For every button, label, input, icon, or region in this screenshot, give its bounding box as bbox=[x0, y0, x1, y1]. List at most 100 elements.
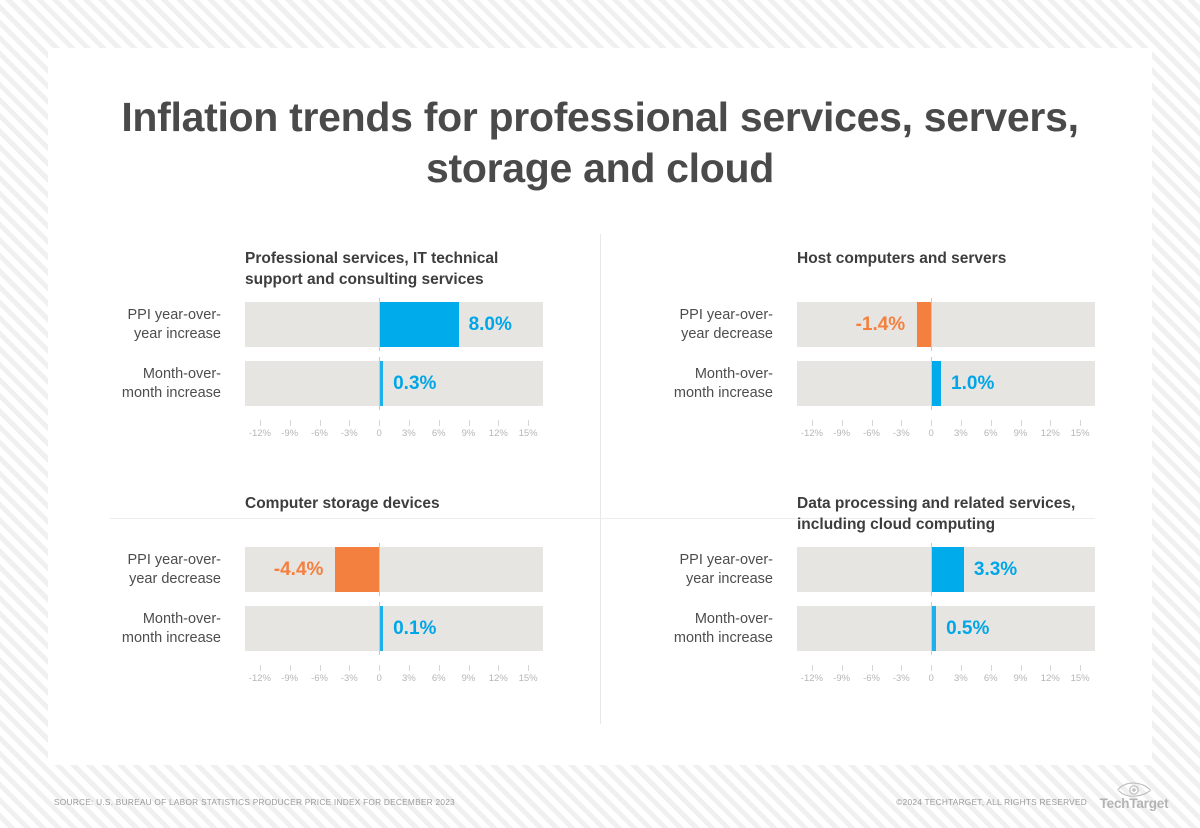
chart-row: Month-over-month increase 1.0% bbox=[600, 357, 1152, 410]
value-label: -4.4% bbox=[273, 558, 324, 580]
axis-tick-label: -9% bbox=[281, 673, 299, 684]
axis-tick bbox=[408, 665, 410, 671]
axis-tick-label: -9% bbox=[833, 428, 851, 439]
horizontal-divider bbox=[110, 518, 1095, 519]
x-axis: -12% -9% -6% -3% 0 3% 6% 9% 12% 15% bbox=[797, 420, 1095, 446]
chart-row: Month-over-month increase 0.1% bbox=[48, 602, 600, 655]
axis-tick-label: -3% bbox=[892, 673, 910, 684]
axis-tick-label: -9% bbox=[281, 428, 299, 439]
bar-track: -1.4% bbox=[797, 298, 1095, 351]
axis-tick-label: 12% bbox=[1040, 673, 1060, 684]
vertical-divider bbox=[600, 234, 601, 724]
axis-tick-label: 3% bbox=[402, 673, 416, 684]
value-bar bbox=[931, 547, 964, 592]
zero-line bbox=[931, 543, 933, 596]
zero-line bbox=[931, 357, 933, 410]
bar-track: 1.0% bbox=[797, 357, 1095, 410]
chart-row: PPI year-over-year increase 3.3% bbox=[600, 543, 1152, 596]
axis-tick-label: -3% bbox=[892, 428, 910, 439]
value-bar bbox=[379, 361, 384, 406]
axis-tick-label: 3% bbox=[954, 428, 968, 439]
axis-tick bbox=[1050, 665, 1052, 671]
axis-tick-label: 15% bbox=[518, 673, 538, 684]
axis-tick bbox=[498, 420, 500, 426]
eye-icon bbox=[1117, 782, 1151, 797]
row-label: PPI year-over-year decrease bbox=[679, 306, 773, 342]
axis-tick bbox=[1080, 665, 1082, 671]
axis-tick-label: 9% bbox=[1013, 673, 1028, 684]
page-title: Inflation trends for professional servic… bbox=[121, 94, 1079, 191]
row-label: PPI year-over-year increase bbox=[679, 551, 773, 587]
chart-row: PPI year-over-year increase 8.0% bbox=[48, 298, 600, 351]
value-label: 0.3% bbox=[393, 372, 437, 394]
row-label: Month-over-month increase bbox=[673, 365, 773, 401]
x-axis: -12% -9% -6% -3% 0 3% 6% 9% 12% 15% bbox=[245, 420, 543, 446]
techtarget-logo: TechTarget bbox=[1095, 782, 1173, 816]
x-axis: -12% -9% -6% -3% 0 3% 6% 9% 12% 15% bbox=[797, 665, 1095, 691]
zero-line bbox=[931, 298, 933, 351]
value-bar bbox=[379, 302, 459, 347]
source-note: SOURCE: U.S. BUREAU OF LABOR STATISTICS … bbox=[54, 797, 455, 807]
panel-rows: PPI year-over-year decrease -4.4% Month-ov… bbox=[48, 543, 600, 665]
bar-track: -4.4% bbox=[245, 543, 543, 596]
panel-grid: Professional services, IT technical supp… bbox=[48, 234, 1152, 724]
axis-tick bbox=[379, 420, 381, 426]
axis-tick-label: 9% bbox=[461, 428, 476, 439]
value-label: -1.4% bbox=[855, 313, 906, 335]
axis-tick bbox=[349, 665, 351, 671]
axis-tick-label: 6% bbox=[983, 673, 998, 684]
row-label: Month-over-month increase bbox=[121, 365, 221, 401]
zero-line bbox=[379, 357, 381, 410]
axis-tick bbox=[528, 665, 530, 671]
axis-tick-label: 15% bbox=[518, 428, 538, 439]
axis-tick-label: 3% bbox=[402, 428, 416, 439]
panel-rows: PPI year-over-year increase 3.3% Month-ove… bbox=[600, 543, 1152, 665]
axis-tick-label: 15% bbox=[1070, 428, 1090, 439]
axis-tick bbox=[349, 420, 351, 426]
chart-row: Month-over-month increase 0.3% bbox=[48, 357, 600, 410]
axis-tick-label: -6% bbox=[863, 428, 880, 439]
axis-tick-label: 6% bbox=[431, 428, 446, 439]
axis-tick bbox=[1050, 420, 1052, 426]
axis-tick bbox=[259, 420, 261, 426]
bar-track: 0.3% bbox=[245, 357, 543, 410]
bar-track: 0.5% bbox=[797, 602, 1095, 655]
axis-tick bbox=[1080, 420, 1082, 426]
axis-tick-label: 9% bbox=[1013, 428, 1028, 439]
axis-tick-label: -6% bbox=[311, 673, 328, 684]
axis-tick bbox=[960, 665, 962, 671]
value-bar bbox=[379, 606, 384, 651]
value-label: 3.3% bbox=[973, 558, 1018, 580]
panel-title: Computer storage devices bbox=[245, 495, 440, 512]
axis-tick bbox=[931, 665, 933, 671]
axis-tick-label: 6% bbox=[983, 428, 998, 439]
value-label: 0.5% bbox=[946, 617, 990, 639]
value-label: 1.0% bbox=[951, 372, 995, 394]
axis-tick-label: 9% bbox=[461, 673, 476, 684]
zero-line bbox=[931, 602, 933, 655]
axis-tick-label: -12% bbox=[248, 428, 271, 439]
bar-track: 8.0% bbox=[245, 298, 543, 351]
chart-row: PPI year-over-year decrease -1.4% bbox=[600, 298, 1152, 351]
bar-track: 0.1% bbox=[245, 602, 543, 655]
axis-tick bbox=[319, 420, 321, 426]
x-axis: -12% -9% -6% -3% 0 3% 6% 9% 12% 15% bbox=[245, 665, 543, 691]
axis-tick-label: -12% bbox=[800, 428, 823, 439]
axis-tick bbox=[289, 420, 291, 426]
axis-tick bbox=[468, 420, 470, 426]
axis-tick bbox=[990, 665, 992, 671]
axis-tick bbox=[379, 665, 381, 671]
axis-tick-label: -12% bbox=[248, 673, 271, 684]
axis-tick bbox=[990, 420, 992, 426]
value-bar bbox=[931, 361, 942, 406]
zero-line bbox=[379, 602, 381, 655]
axis-tick-label: 0 bbox=[928, 428, 934, 439]
axis-tick bbox=[259, 665, 261, 671]
axis-tick bbox=[901, 665, 903, 671]
axis-tick-label: -6% bbox=[311, 428, 328, 439]
value-bar bbox=[917, 302, 932, 347]
axis-tick bbox=[438, 420, 440, 426]
infographic-card: Inflation trends for professional servic… bbox=[48, 48, 1152, 765]
axis-tick bbox=[841, 420, 843, 426]
value-label: 0.1% bbox=[393, 617, 437, 639]
